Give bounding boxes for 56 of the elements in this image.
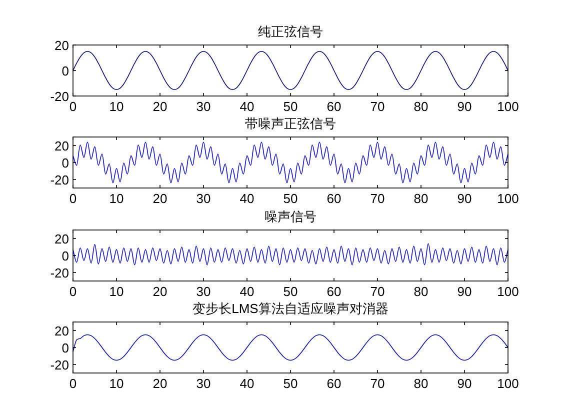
chart-title: 带噪声正弦信号: [245, 116, 336, 131]
y-tick-label: -20: [50, 266, 69, 280]
x-tick-label: 30: [196, 376, 211, 391]
x-tick-label: 40: [240, 99, 254, 114]
x-tick-label: 50: [283, 191, 298, 206]
x-tick-label: 20: [152, 191, 168, 206]
x-tick-label: 10: [109, 99, 124, 114]
y-tick-label: 0: [62, 248, 69, 264]
x-tick-label: 70: [370, 376, 385, 391]
x-tick-label: 30: [196, 191, 211, 206]
y-tick-label: 20: [54, 138, 69, 154]
y-tick-label: 0: [62, 64, 69, 78]
y-tick-label: 0: [62, 340, 69, 356]
y-tick-label: 20: [54, 38, 69, 53]
x-tick-label: 90: [457, 191, 472, 206]
y-tick-label: -20: [50, 172, 69, 188]
x-tick-label: 60: [326, 284, 342, 299]
x-tick-label: 90: [457, 284, 472, 299]
x-tick-label: 20: [152, 99, 168, 114]
x-tick-label: 10: [109, 376, 124, 391]
chart-title: 纯正弦信号: [258, 24, 323, 39]
x-tick-label: 100: [497, 284, 519, 299]
y-tick-label: -20: [50, 358, 69, 372]
x-tick-label: 100: [497, 191, 519, 206]
x-tick-label: 30: [196, 284, 211, 299]
x-tick-label: 80: [414, 284, 428, 299]
x-tick-label: 30: [196, 99, 211, 114]
chart-title: 噪声信号: [264, 209, 316, 224]
x-tick-label: 50: [283, 99, 298, 114]
x-tick-label: 80: [414, 99, 428, 114]
x-tick-label: 100: [497, 376, 519, 391]
x-tick-label: 70: [370, 284, 385, 299]
x-tick-label: 90: [457, 376, 472, 391]
x-tick-label: 50: [283, 284, 298, 299]
x-tick-label: 20: [152, 284, 168, 299]
x-tick-label: 80: [414, 191, 428, 206]
x-tick-label: 10: [109, 191, 124, 206]
y-tick-label: 0: [62, 156, 69, 170]
x-tick-label: 60: [326, 99, 342, 114]
x-tick-label: 40: [240, 376, 254, 391]
y-tick-label: 20: [54, 324, 69, 338]
x-tick-label: 10: [109, 284, 124, 299]
y-tick-label: 20: [54, 232, 69, 246]
x-tick-label: 70: [370, 191, 385, 206]
x-tick-label: 90: [457, 99, 472, 114]
x-tick-label: 50: [283, 376, 298, 391]
y-tick-label: -20: [50, 89, 69, 104]
x-tick-label: 70: [370, 99, 385, 114]
x-tick-label: 80: [414, 376, 428, 391]
x-tick-label: 100: [497, 99, 519, 114]
x-tick-label: 40: [240, 191, 254, 206]
x-tick-label: 40: [240, 284, 254, 299]
chart-title: 变步长LMS算法自适应噪声对消器: [192, 301, 388, 316]
x-tick-label: 60: [326, 191, 342, 206]
x-tick-label: 60: [326, 376, 342, 391]
x-tick-label: 20: [152, 376, 168, 391]
